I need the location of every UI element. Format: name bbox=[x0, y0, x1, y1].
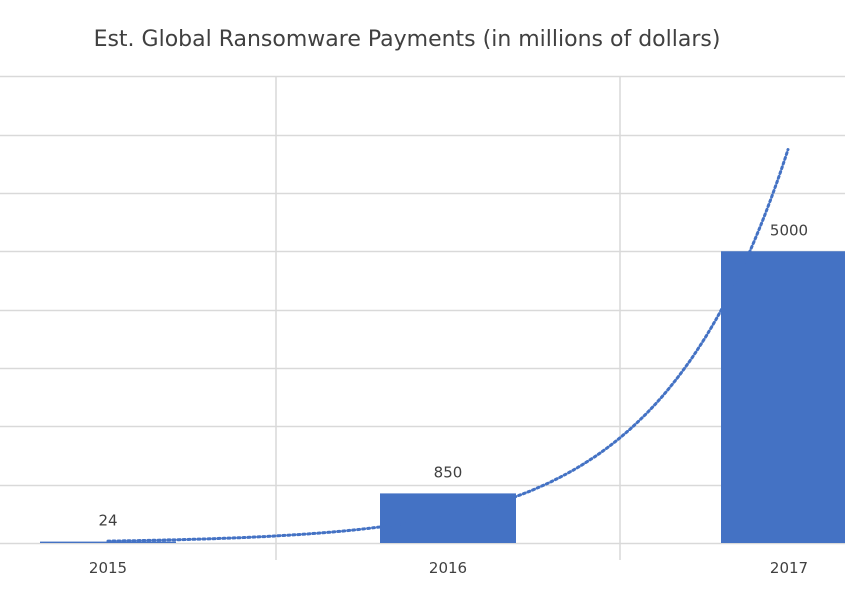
data-labels: 24 850 5000 bbox=[98, 221, 808, 529]
x-tick-label-2015: 2015 bbox=[89, 559, 127, 577]
bars bbox=[40, 251, 845, 543]
bar-2016 bbox=[380, 493, 516, 543]
x-axis-ticks: 2015 2016 2017 bbox=[89, 559, 808, 577]
x-tick-label-2017: 2017 bbox=[770, 559, 808, 577]
trendline bbox=[106, 148, 790, 543]
data-label-2017: 5000 bbox=[770, 221, 808, 239]
x-tick-label-2016: 2016 bbox=[429, 559, 467, 577]
trendline-path bbox=[106, 148, 790, 543]
data-label-2016: 850 bbox=[434, 463, 463, 481]
chart-title: Est. Global Ransomware Payments (in mill… bbox=[94, 27, 721, 52]
gridlines bbox=[0, 75, 845, 560]
bar-2017 bbox=[721, 251, 845, 543]
data-label-2015: 24 bbox=[98, 512, 117, 530]
